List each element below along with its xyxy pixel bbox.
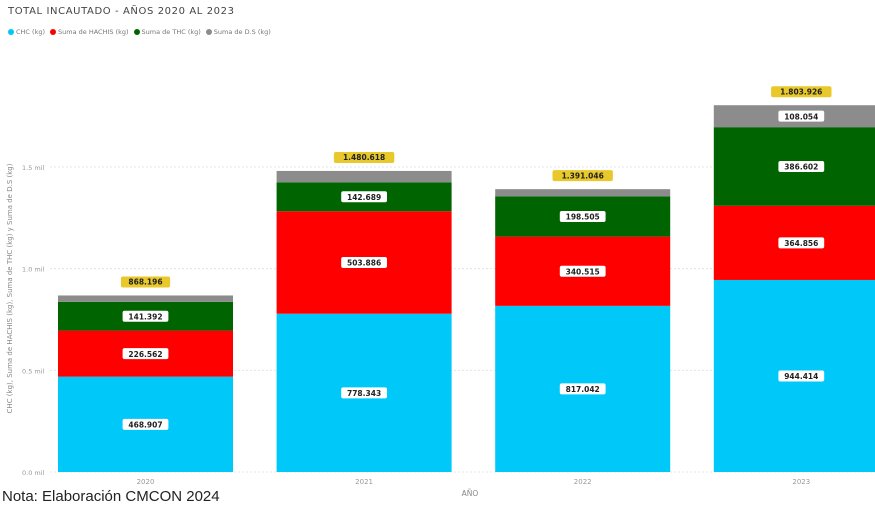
data-label-box [778,160,825,172]
total-label-box [333,151,395,163]
data-label-box [341,387,387,399]
legend-item-hachis[interactable]: Suma de HACHIS (kg) [50,28,129,36]
y-axis-title: CHC (kg), Suma de HACHIS (kg), Suma de T… [6,163,14,413]
data-label: 141.392 [128,312,162,321]
legend-label-thc: Suma de THC (kg) [141,28,201,36]
legend-label-chc: CHC (kg) [16,28,45,36]
y-tick-label: 0.5 mil [22,367,45,375]
legend-swatch-hachis [50,29,56,35]
data-label-box [122,348,169,360]
x-tick-label: 2021 [355,478,373,486]
y-tick-label: 1.0 mil [22,266,45,274]
total-label: 868.196 [128,278,162,287]
total-label: 1.480.618 [343,153,385,162]
bar-segment-2020-3[interactable] [58,295,233,302]
data-label-box [559,383,606,395]
data-label: 226.562 [128,350,162,359]
data-label: 142.689 [347,193,381,202]
legend-item-chc[interactable]: CHC (kg) [8,28,45,36]
x-tick-label: 2022 [574,478,592,486]
total-label-box [552,170,613,182]
legend: CHC (kg) Suma de HACHIS (kg) Suma de THC… [8,28,271,36]
total-label-box [120,276,171,288]
legend-label-ds: Suma de D.S (kg) [213,28,271,36]
legend-item-thc[interactable]: Suma de THC (kg) [133,28,201,36]
data-label-box [559,210,606,222]
data-label-box [559,265,606,277]
source-note: Nota: Elaboración CMCON 2024 [2,488,220,505]
data-label: 778.343 [347,389,381,398]
data-label: 340.515 [566,267,600,276]
legend-item-ds[interactable]: Suma de D.S (kg) [205,28,271,36]
data-label-box [778,237,825,249]
total-label: 1.803.926 [780,87,822,96]
chart-title: TOTAL INCAUTADO - AÑOS 2020 AL 2023 [8,6,235,17]
x-tick-label: 2020 [137,478,155,486]
x-axis-title: AÑO [462,489,479,498]
data-label-box [122,418,169,430]
total-label-box [771,86,832,98]
legend-swatch-ds [205,29,212,35]
data-label: 198.505 [566,213,600,222]
legend-swatch-chc [8,29,14,35]
data-label: 944.414 [784,372,818,381]
data-label: 364.856 [784,239,818,248]
data-label-box [341,257,387,269]
data-label-box [341,191,387,203]
data-label-box [122,310,169,322]
data-label: 108.054 [784,112,818,121]
y-tick-label: 1.5 mil [22,164,45,172]
legend-swatch-thc [133,29,140,35]
data-label: 817.042 [566,385,600,394]
data-label-box [778,370,825,382]
x-tick-label: 2023 [792,478,810,486]
legend-label-hachis: Suma de HACHIS (kg) [58,28,129,36]
bar-segment-2021-3[interactable] [276,170,452,183]
y-tick-label: 0.0 mil [22,469,45,477]
data-label-box [778,110,825,122]
total-label: 1.391.046 [562,171,604,180]
bar-segment-2022-3[interactable] [495,189,671,197]
data-label: 468.907 [128,421,162,430]
data-label: 386.602 [784,163,818,172]
data-label: 503.886 [347,259,381,268]
